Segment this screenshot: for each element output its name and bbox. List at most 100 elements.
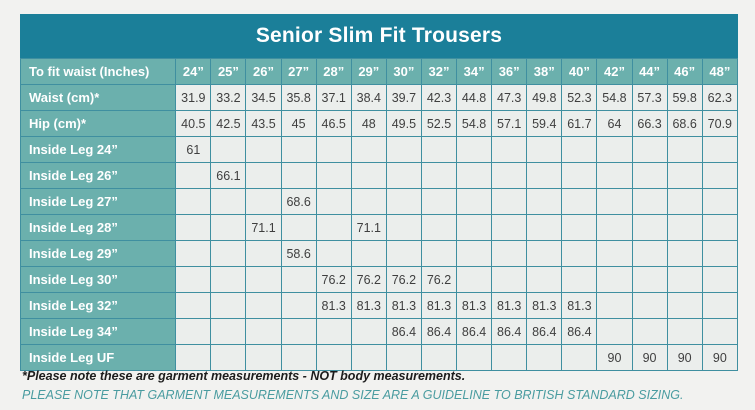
table-cell: 68.6 <box>667 111 702 136</box>
table-cell: 81.3 <box>527 293 562 318</box>
table-cell <box>351 189 386 214</box>
footer-note-garment: *Please note these are garment measureme… <box>22 369 466 383</box>
table-cell <box>702 319 737 344</box>
table-cell <box>527 163 562 188</box>
table-cell: 35.8 <box>281 85 316 110</box>
table-cell <box>527 267 562 292</box>
table-cell: 48 <box>351 111 386 136</box>
column-header-size-4: 27” <box>281 59 316 84</box>
table-cell: 49.5 <box>386 111 421 136</box>
table-cell: 40.5 <box>176 111 211 136</box>
column-header-size-9: 34” <box>457 59 492 84</box>
table-cell <box>176 189 211 214</box>
table-cell: 90 <box>632 345 667 370</box>
table-row: Inside Leg 29” 58.6 <box>21 241 737 266</box>
row-label: Inside Leg UF <box>21 345 176 370</box>
table-cell <box>457 345 492 370</box>
table-cell <box>527 215 562 240</box>
table-row: Hip (cm)* 40.5 42.5 43.5 45 46.5 48 49.5 52.5 54.… <box>21 111 737 136</box>
table-cell: 37.1 <box>316 85 351 110</box>
table-cell <box>632 215 667 240</box>
table-cell <box>457 215 492 240</box>
table-cell <box>702 215 737 240</box>
table-cell: 61 <box>176 137 211 162</box>
column-header-size-12: 40” <box>562 59 597 84</box>
table-cell: 52.5 <box>421 111 457 136</box>
table-cell <box>597 267 632 292</box>
table-cell <box>281 345 316 370</box>
table-cell <box>632 189 667 214</box>
table-row: Waist (cm)* 31.9 33.2 34.5 35.8 37.1 38.4 39.7 4… <box>21 85 737 110</box>
table-cell <box>492 215 527 240</box>
table-cell <box>492 345 527 370</box>
table-cell: 81.3 <box>457 293 492 318</box>
table-cell <box>246 163 281 188</box>
table-cell: 61.7 <box>562 111 597 136</box>
table-cell <box>211 137 246 162</box>
table-cell <box>316 241 351 266</box>
table-cell <box>421 345 457 370</box>
table-cell <box>176 293 211 318</box>
table-cell <box>316 189 351 214</box>
table-cell <box>211 215 246 240</box>
table-cell <box>457 267 492 292</box>
table-cell <box>597 137 632 162</box>
table-cell <box>281 267 316 292</box>
table-cell: 58.6 <box>281 241 316 266</box>
table-cell <box>316 215 351 240</box>
table-cell <box>246 267 281 292</box>
table-cell <box>632 241 667 266</box>
column-header-size-11: 38” <box>527 59 562 84</box>
table-cell: 44.8 <box>457 85 492 110</box>
table-cell <box>492 163 527 188</box>
table-cell: 62.3 <box>702 85 737 110</box>
table-cell: 71.1 <box>246 215 281 240</box>
table-cell <box>211 293 246 318</box>
table-cell <box>492 241 527 266</box>
table-cell <box>562 137 597 162</box>
table-cell: 86.4 <box>421 319 457 344</box>
table-cell <box>246 319 281 344</box>
size-chart-table-container: Senior Slim Fit Trousers To fit waist (I… <box>20 14 738 371</box>
column-header-size-3: 26” <box>246 59 281 84</box>
table-cell <box>281 163 316 188</box>
table-row: Inside Leg 27” 68.6 <box>21 189 737 214</box>
table-cell <box>176 345 211 370</box>
table-cell: 90 <box>597 345 632 370</box>
table-cell: 81.3 <box>562 293 597 318</box>
table-cell: 86.4 <box>386 319 421 344</box>
table-cell: 70.9 <box>702 111 737 136</box>
table-cell <box>176 267 211 292</box>
table-cell <box>667 189 702 214</box>
table-cell <box>457 241 492 266</box>
table-cell <box>667 241 702 266</box>
column-header-size-10: 36” <box>492 59 527 84</box>
row-label: Inside Leg 26” <box>21 163 176 188</box>
table-cell: 81.3 <box>316 293 351 318</box>
column-header-size-5: 28” <box>316 59 351 84</box>
table-cell <box>386 241 421 266</box>
column-header-size-6: 29” <box>351 59 386 84</box>
row-label: Hip (cm)* <box>21 111 176 136</box>
table-cell <box>351 163 386 188</box>
table-cell <box>386 137 421 162</box>
table-cell: 76.2 <box>351 267 386 292</box>
column-header-size-14: 44” <box>632 59 667 84</box>
table-cell <box>246 293 281 318</box>
table-cell <box>632 293 667 318</box>
column-header-size-15: 46” <box>667 59 702 84</box>
table-cell: 71.1 <box>351 215 386 240</box>
table-cell <box>597 241 632 266</box>
table-cell <box>632 137 667 162</box>
table-cell <box>281 215 316 240</box>
table-cell <box>246 189 281 214</box>
column-header-size-7: 30” <box>386 59 421 84</box>
table-cell: 66.1 <box>211 163 246 188</box>
table-row: Inside Leg 32” 81.3 81.3 81.3 81.3 81.3 81.3 81… <box>21 293 737 318</box>
table-cell: 76.2 <box>421 267 457 292</box>
table-row: Inside Leg 34” 86.4 86.4 86.4 86.4 86.4 86.4 <box>21 319 737 344</box>
table-cell <box>492 189 527 214</box>
table-cell <box>281 293 316 318</box>
table-cell: 52.3 <box>562 85 597 110</box>
table-cell: 42.5 <box>211 111 246 136</box>
